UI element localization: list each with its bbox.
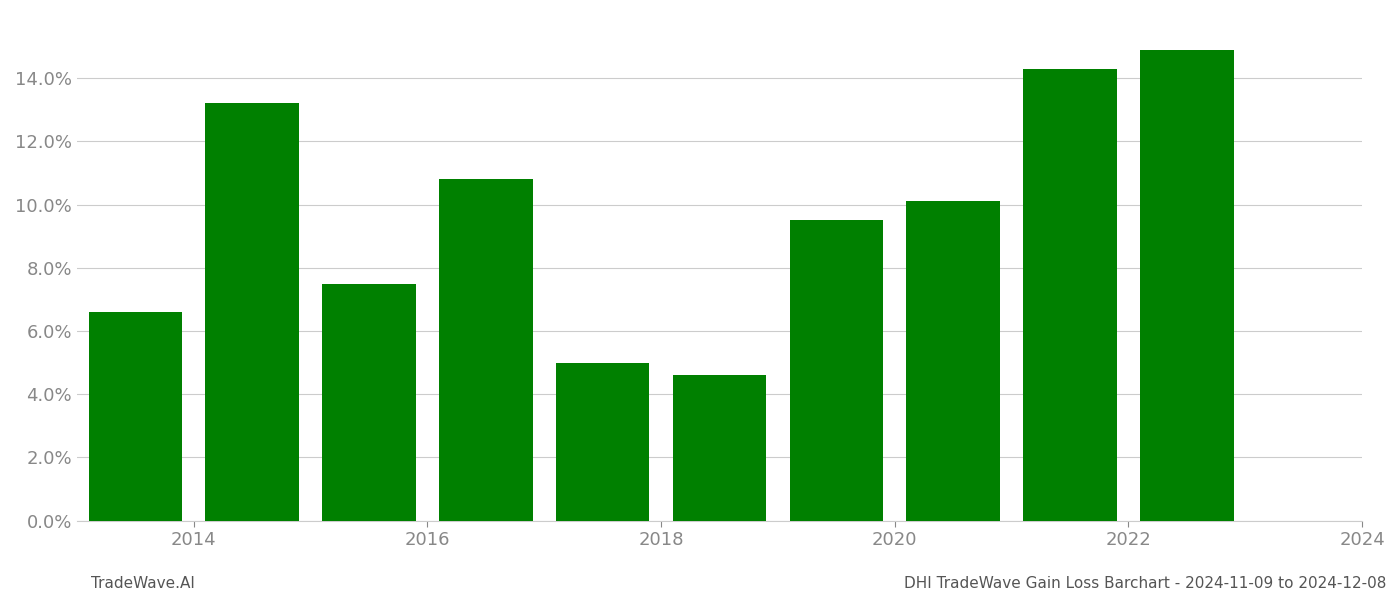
Bar [673, 375, 766, 521]
Bar [906, 202, 1000, 521]
Bar [88, 312, 182, 521]
Text: DHI TradeWave Gain Loss Barchart - 2024-11-09 to 2024-12-08: DHI TradeWave Gain Loss Barchart - 2024-… [903, 576, 1386, 591]
Bar [322, 284, 416, 521]
Bar [1023, 69, 1117, 521]
Bar [1140, 50, 1233, 521]
Bar [440, 179, 532, 521]
Bar [556, 362, 650, 521]
Bar [206, 103, 298, 521]
Bar [790, 220, 883, 521]
Text: TradeWave.AI: TradeWave.AI [91, 576, 195, 591]
